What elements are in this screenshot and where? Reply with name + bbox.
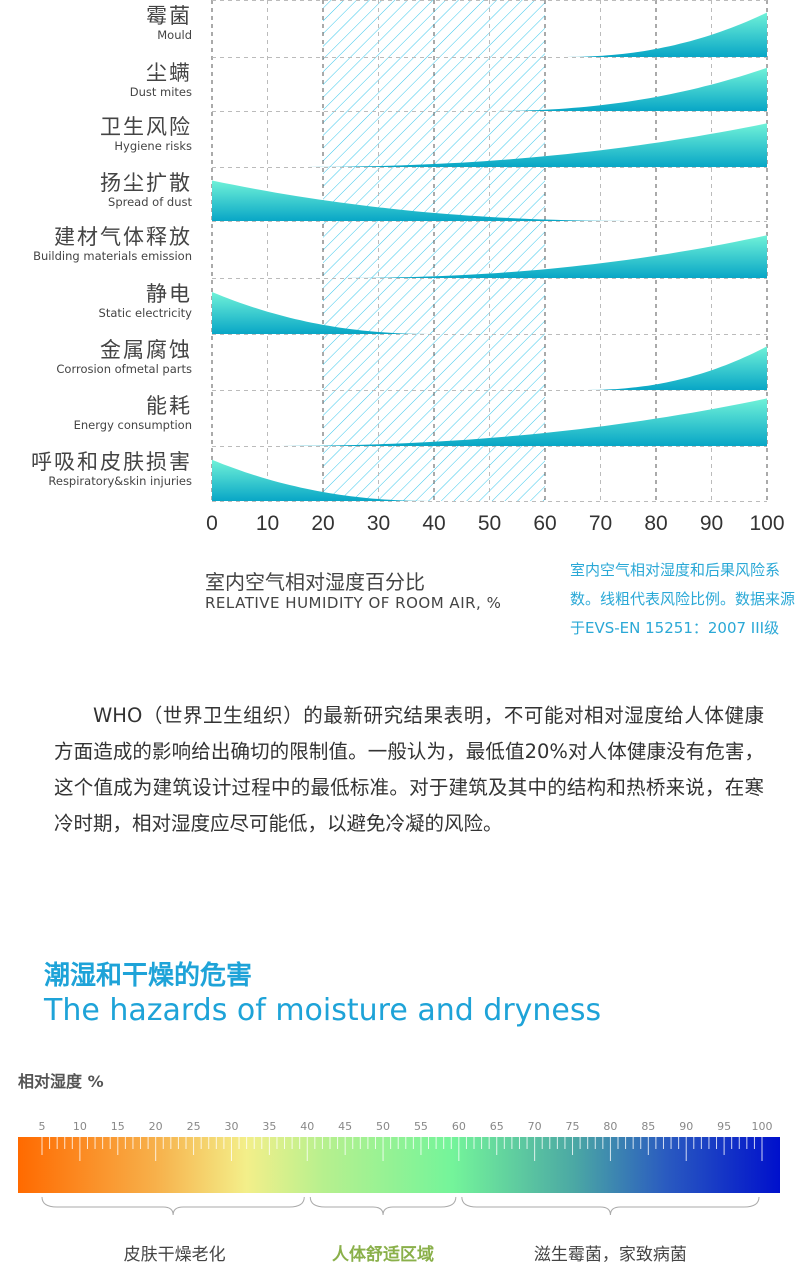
scale-tick-label: 65 <box>489 1120 504 1133</box>
x-tick-label: 90 <box>699 512 724 535</box>
risk-area-respiratory-skin-injuries <box>212 459 434 501</box>
scale-tick-label: 25 <box>186 1120 201 1133</box>
risk-area-static-electricity <box>212 292 434 334</box>
zone-brace <box>41 1196 305 1216</box>
risk-area-hygiene-risks <box>295 123 767 167</box>
scale-tick-label: 50 <box>376 1120 391 1133</box>
row-label-zh: 能耗 <box>146 394 192 418</box>
row-label-en: Static electricity <box>98 306 192 320</box>
x-tick-label: 30 <box>366 512 391 535</box>
row-label-en: Corrosion ofmetal parts <box>56 362 192 376</box>
scale-tick-label: 20 <box>148 1120 163 1133</box>
scale-tick-label: 30 <box>224 1120 239 1133</box>
scale-tick-label: 45 <box>338 1120 353 1133</box>
row-label: 卫生风险 Hygiene risks <box>100 115 192 153</box>
humidity-gradient-bar <box>18 1137 780 1193</box>
risk-area-energy-consumption <box>267 398 767 446</box>
row-label-en: Spread of dust <box>108 195 192 209</box>
scale-tick-label: 10 <box>72 1120 87 1133</box>
risk-area-dust-mites <box>489 67 767 111</box>
scale-tick-label: 90 <box>679 1120 694 1133</box>
row-label: 扬尘扩散 Spread of dust <box>100 171 192 209</box>
scale-tick-label: 55 <box>413 1120 428 1133</box>
row-label: 建材气体释放 Building materials emission <box>33 225 192 263</box>
scale-tick-label: 70 <box>527 1120 542 1133</box>
scale-label: 相对湿度 % <box>18 1072 104 1091</box>
row-label-zh: 卫生风险 <box>100 115 192 139</box>
x-tick-label: 70 <box>588 512 613 535</box>
chart-caption: 室内空气相对湿度和后果风险系数。线粗代表风险比例。数据来源于EVS-EN 152… <box>570 561 796 637</box>
row-label-zh: 霉菌 <box>146 4 192 28</box>
x-tick-label: 20 <box>311 512 335 535</box>
x-tick-label: 10 <box>255 512 280 535</box>
row-label-zh: 金属腐蚀 <box>100 338 192 362</box>
row-label-zh: 尘螨 <box>146 61 192 85</box>
row-label: 霉菌 Mould <box>146 4 192 42</box>
row-label-zh: 呼吸和皮肤损害 <box>31 450 192 474</box>
scale-tick-label: 60 <box>451 1120 466 1133</box>
zone-brace <box>309 1196 457 1216</box>
row-label-en: Mould <box>157 28 192 42</box>
x-axis-label-zh: 室内空气相对湿度百分比 <box>205 570 425 594</box>
row-label-en: Hygiene risks <box>114 139 192 153</box>
row-label: 能耗 Energy consumption <box>74 394 192 432</box>
scale-tick-label: 100 <box>751 1120 773 1133</box>
section-title-zh: 潮湿和干燥的危害 <box>44 961 253 991</box>
humidity-risk-chart <box>211 0 768 502</box>
zone-label: 滋生霉菌，家致病菌 <box>533 1245 687 1265</box>
risk-area-spread-of-dust <box>212 180 640 221</box>
row-label-en: Respiratory&skin injuries <box>48 474 192 488</box>
zone-brace <box>461 1196 760 1216</box>
row-label-zh: 建材气体释放 <box>54 225 192 249</box>
zone-label: 人体舒适区域 <box>332 1245 435 1265</box>
x-tick-label: 100 <box>749 512 785 535</box>
x-tick-label: 0 <box>206 512 218 535</box>
row-label: 尘螨 Dust mites <box>130 61 192 99</box>
scale-tick-label: 85 <box>641 1120 656 1133</box>
row-label-en: Dust mites <box>129 85 192 99</box>
row-label-en: Building materials emission <box>33 249 192 263</box>
scale-tick-label: 40 <box>300 1120 315 1133</box>
row-label: 呼吸和皮肤损害 Respiratory&skin injuries <box>31 450 192 488</box>
risk-area-corrosion-ofmetal-parts <box>583 346 767 390</box>
x-tick-label: 50 <box>477 512 502 535</box>
scale-tick-label: 80 <box>603 1120 618 1133</box>
zone-braces <box>41 1196 760 1216</box>
scale-tick-label: 15 <box>110 1120 125 1133</box>
row-label-zh: 扬尘扩散 <box>100 171 192 195</box>
body-paragraph: WHO（世界卫生组织）的最新研究结果表明，不可能对相对湿度给人体健康方面造成的影… <box>54 704 764 835</box>
scale-tick-label: 5 <box>38 1120 46 1133</box>
scale-tick-label: 35 <box>262 1120 277 1133</box>
x-tick-label: 40 <box>422 512 446 535</box>
section-title-en: The hazards of moisture and dryness <box>44 993 602 1028</box>
scale-tick-label: 75 <box>565 1120 580 1133</box>
risk-area-building-materials-emission <box>334 235 767 278</box>
x-tick-label: 60 <box>533 512 557 535</box>
row-label-en: Energy consumption <box>73 418 192 432</box>
row-label: 静电 Static electricity <box>99 282 192 320</box>
x-axis-label-en: RELATIVE HUMIDITY OF ROOM AIR, % <box>205 594 502 612</box>
scale-tick-label: 95 <box>717 1120 732 1133</box>
zone-label: 皮肤干燥老化 <box>123 1245 226 1265</box>
risk-area-mould <box>561 12 767 57</box>
row-label-zh: 静电 <box>146 282 192 306</box>
row-label: 金属腐蚀 Corrosion ofmetal parts <box>56 338 192 376</box>
x-tick-label: 80 <box>644 512 668 535</box>
